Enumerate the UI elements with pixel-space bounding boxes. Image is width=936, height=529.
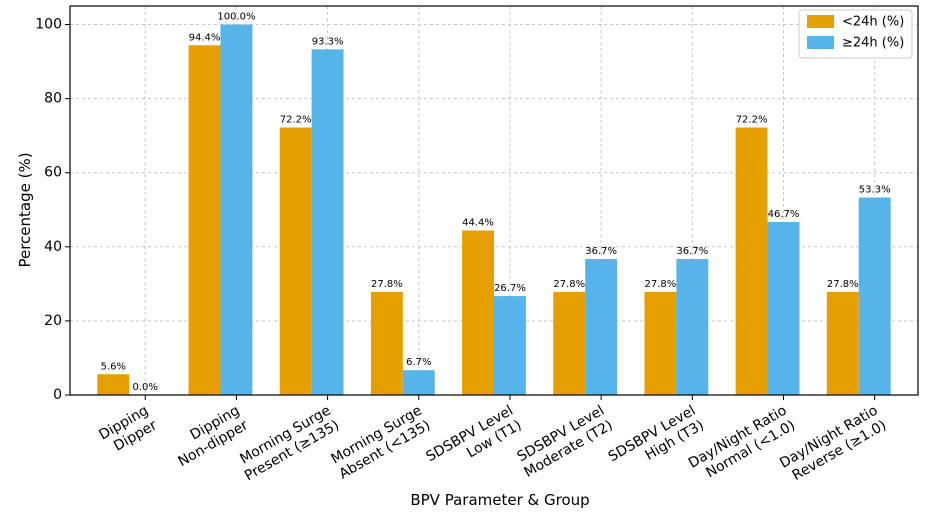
bar-value-label: 44.4% — [462, 218, 494, 229]
bar — [644, 292, 677, 395]
bar-value-label: 100.0% — [217, 12, 255, 23]
bar-value-label: 46.7% — [768, 209, 800, 220]
bar — [402, 370, 435, 395]
bar-value-label: 72.2% — [280, 115, 312, 126]
legend-label-lt24h: <24h (%) — [842, 15, 904, 30]
bar — [370, 292, 403, 395]
axes-layer — [69, 5, 919, 396]
bar — [220, 24, 253, 396]
y-tick-label: 80 — [44, 91, 62, 107]
bar — [826, 292, 859, 395]
bar — [585, 259, 618, 395]
y-tick-label: 60 — [44, 165, 62, 181]
bars-layer — [97, 24, 891, 396]
bar-value-label: 36.7% — [676, 246, 708, 257]
legend-swatch-ge24h — [807, 36, 834, 49]
bar — [553, 292, 586, 395]
bar-value-label: 5.6% — [101, 361, 126, 372]
bar-value-label: 26.7% — [494, 283, 526, 294]
bar-value-label: 27.8% — [645, 279, 677, 290]
bar-value-label: 6.7% — [406, 357, 431, 368]
bar-value-label: 36.7% — [585, 246, 617, 257]
x-axis-title: BPV Parameter & Group — [410, 491, 589, 509]
y-axis-title: Percentage (%) — [16, 152, 34, 267]
bar — [311, 49, 344, 396]
bar — [858, 197, 891, 395]
bar-value-label: 93.3% — [312, 36, 344, 47]
bar-value-label: 27.8% — [371, 279, 403, 290]
bar-value-label: 72.2% — [736, 115, 768, 126]
bar-value-label: 94.4% — [189, 32, 221, 43]
plot-frame — [69, 5, 919, 396]
bar — [676, 259, 709, 395]
y-tick-label: 100 — [35, 17, 62, 33]
bar — [735, 127, 768, 396]
y-tick-label: 0 — [53, 387, 62, 403]
bar — [279, 127, 312, 396]
y-tick-label: 20 — [44, 313, 62, 329]
bar — [494, 296, 526, 395]
legend: <24h (%) ≥24h (%) — [798, 9, 913, 59]
bar-value-label: 53.3% — [859, 185, 891, 196]
bar — [188, 45, 221, 395]
data-labels-layer: 5.6% 94.4% 72.2% 27.8% 44.4% 27.8% 27.8% 72.2% 2… — [101, 12, 891, 393]
bar-value-label: 0.0% — [133, 382, 158, 393]
bar — [767, 221, 800, 395]
bar — [462, 230, 494, 395]
bar-value-label: 27.8% — [827, 279, 859, 290]
legend-label-ge24h: ≥24h (%) — [842, 36, 904, 51]
bar-value-label: 27.8% — [553, 279, 585, 290]
legend-swatch-lt24h — [807, 15, 834, 28]
y-tick-label: 40 — [44, 239, 62, 255]
bar — [97, 374, 130, 395]
